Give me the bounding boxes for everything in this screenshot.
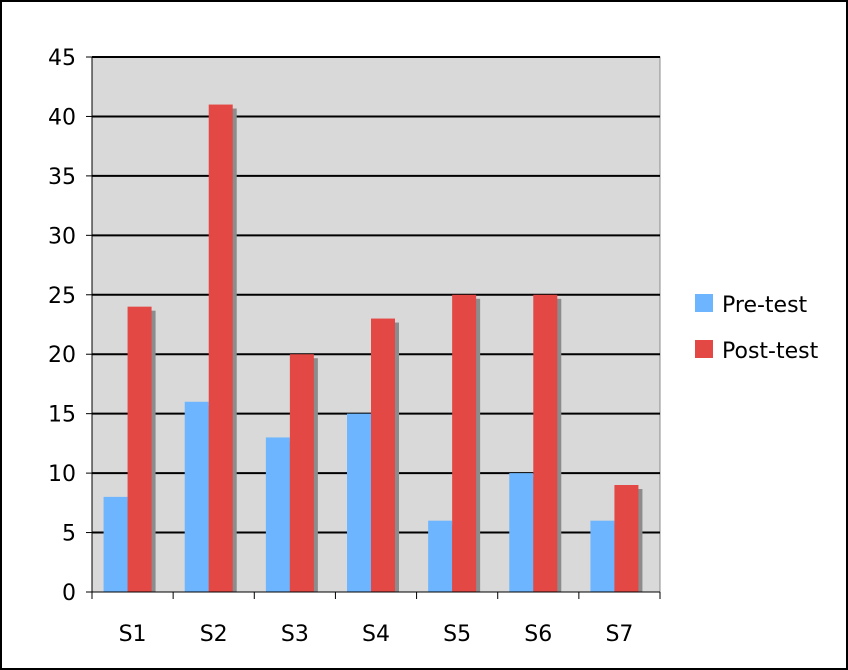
bar-post-test-s7 [614, 485, 639, 592]
bar-pre-test-s2 [184, 401, 209, 592]
axes [91, 57, 660, 593]
x-axis-ticks: S1 S2 S3 S4 S5 S6 S7 [91, 592, 661, 647]
bar-post-test-s4 [371, 318, 395, 592]
bar-post-test-s3 [289, 354, 314, 592]
bar-pre-test-s1 [103, 496, 128, 592]
y-tick-label: 35 [48, 165, 76, 190]
legend: Pre-test Post-test [695, 293, 819, 364]
y-tick-label: 25 [48, 284, 76, 309]
x-tick-label: S7 [605, 622, 633, 647]
legend-swatch [695, 294, 713, 312]
x-tick-label: S2 [200, 622, 228, 647]
legend-swatch [695, 340, 713, 358]
x-tick-label: S5 [443, 622, 471, 647]
x-tick-label: S4 [362, 622, 390, 647]
bar-post-test-s6 [533, 294, 558, 592]
y-tick-label: 10 [48, 462, 76, 487]
legend-label: Pre-test [722, 293, 808, 318]
bar-post-test-s2 [208, 104, 233, 593]
y-tick-label: 20 [48, 343, 76, 368]
bar-pre-test-s4 [347, 413, 371, 592]
bar-pre-test-s6 [509, 473, 534, 592]
x-tick-label: S3 [281, 622, 309, 647]
y-tick-label: 5 [62, 522, 76, 547]
bar-post-test-s1 [127, 306, 152, 592]
bar-pre-test-s3 [265, 437, 290, 592]
x-tick-label: S6 [524, 622, 552, 647]
bar-post-test-s5 [452, 294, 477, 592]
legend-label: Post-test [722, 339, 819, 364]
bar-pre-test-s7 [590, 520, 615, 592]
bar-pre-test-s5 [428, 520, 453, 592]
bars [103, 104, 643, 593]
y-tick-label: 15 [48, 403, 76, 428]
y-tick-label: 0 [62, 581, 76, 606]
y-tick-label: 30 [48, 224, 76, 249]
y-axis-ticks: 0 5 10 15 20 25 30 35 40 45 [48, 46, 92, 606]
x-tick-label: S1 [119, 622, 147, 647]
y-tick-label: 40 [48, 105, 76, 130]
y-tick-label: 45 [48, 46, 76, 71]
